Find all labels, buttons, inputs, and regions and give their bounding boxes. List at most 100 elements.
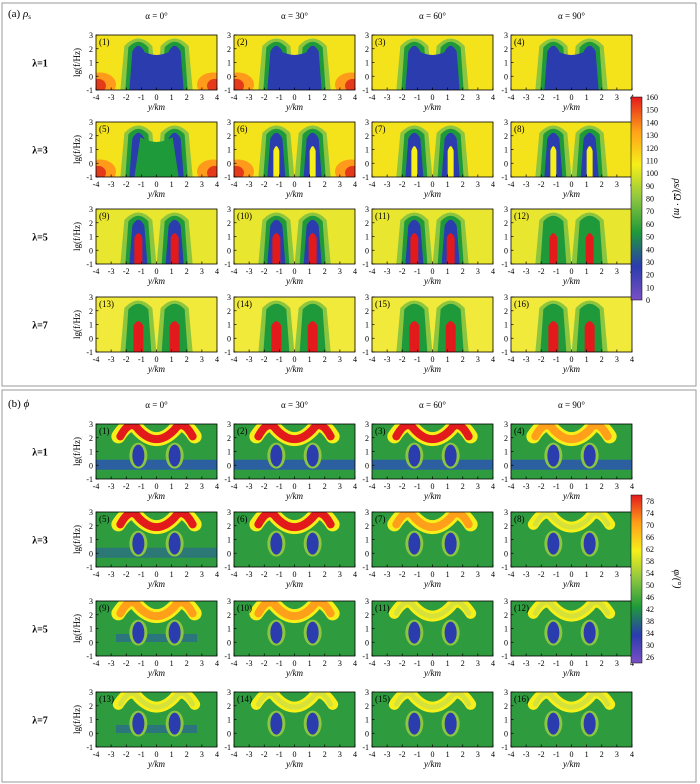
x-axis-label: y/km	[423, 189, 441, 199]
y-tick-label: 2	[89, 434, 93, 443]
x-tick-label: 2	[185, 93, 189, 102]
y-tick-label: 2	[89, 522, 93, 531]
y-axis-label: lg(f/Hz)	[72, 437, 82, 466]
x-tick-label: 1	[308, 355, 312, 364]
colorbar-tick-label: 120	[646, 144, 658, 153]
x-tick-label: 0	[431, 267, 435, 276]
y-tick-label: 2	[227, 611, 231, 620]
y-tick-label: 3	[89, 205, 93, 214]
x-tick-label: 2	[600, 659, 604, 668]
y-tick-label: 0	[89, 159, 93, 168]
x-tick-label: -4	[508, 659, 515, 668]
column-header: α = 0°	[145, 400, 168, 410]
phi-blob-1	[270, 444, 283, 467]
x-axis-label: y/km	[285, 668, 303, 678]
x-tick-label: 4	[353, 482, 357, 491]
y-tick-label: 1	[89, 716, 93, 725]
x-tick-label: 0	[293, 93, 297, 102]
x-tick-label: 4	[491, 355, 495, 364]
colorbar-tick-label: 90	[646, 182, 654, 191]
phi-background	[372, 601, 493, 656]
x-tick-label: -4	[231, 659, 238, 668]
y-tick-label: 1	[365, 716, 369, 725]
column-header: α = 0°	[145, 11, 168, 21]
phi-arch	[116, 424, 197, 444]
x-tick-label: -2	[261, 267, 268, 276]
colorbar-tick-label: 100	[646, 169, 658, 178]
y-tick-label: 2	[504, 434, 508, 443]
x-tick-label: 0	[570, 355, 574, 364]
x-tick-label: 3	[338, 355, 342, 364]
y-tick-label: 0	[504, 638, 508, 647]
x-tick-label: 2	[461, 750, 465, 759]
y-tick-label: 0	[504, 72, 508, 81]
x-tick-label: 1	[585, 355, 589, 364]
y-tick-label: 2	[504, 702, 508, 711]
x-tick-label: 2	[185, 355, 189, 364]
x-tick-label: -4	[369, 93, 376, 102]
y-tick-label: 1	[365, 59, 369, 68]
x-tick-label: 3	[615, 570, 619, 579]
y-axis-label: lg(f/Hz)	[72, 310, 82, 339]
x-tick-label: -2	[538, 570, 545, 579]
x-tick-label: 4	[353, 750, 357, 759]
y-tick-label: 1	[89, 59, 93, 68]
rho-basin	[272, 50, 317, 90]
column-header: α = 30°	[281, 11, 308, 21]
x-axis-label: y/km	[562, 579, 580, 589]
x-tick-label: -2	[123, 180, 130, 189]
rho-spike-2	[446, 233, 455, 264]
y-tick-label: 0	[89, 729, 93, 738]
y-tick-label: 0	[227, 246, 231, 255]
x-tick-label: 1	[446, 570, 450, 579]
x-tick-label: 2	[461, 482, 465, 491]
x-tick-label: -4	[508, 355, 515, 364]
phi-arch	[393, 692, 472, 710]
row-header: λ=7	[32, 716, 48, 727]
y-tick-label: 2	[227, 307, 231, 316]
colorbar-a	[630, 96, 643, 301]
x-tick-label: 4	[353, 570, 357, 579]
x-tick-label: -2	[123, 482, 130, 491]
x-tick-label: 1	[170, 570, 174, 579]
rho-spike-1	[550, 146, 557, 177]
x-tick-label: 1	[446, 355, 450, 364]
phi-blob-2	[583, 444, 596, 467]
x-tick-label: 1	[446, 482, 450, 491]
subplot-label: (16)	[514, 694, 529, 704]
phi-blob-2	[444, 444, 457, 467]
colorbar-tick-label: 78	[646, 497, 654, 506]
y-tick-label: 2	[365, 434, 369, 443]
x-tick-label: 0	[570, 570, 574, 579]
y-tick-label: 3	[227, 420, 231, 429]
y-tick-label: -1	[501, 652, 508, 661]
y-tick-label: 3	[504, 293, 508, 302]
y-tick-label: 1	[89, 321, 93, 330]
rho-spike-1	[411, 146, 418, 177]
colorbar-tick-label: 42	[646, 605, 654, 614]
x-axis-label: y/km	[285, 759, 303, 769]
y-tick-label: 3	[365, 293, 369, 302]
phi-arch	[254, 512, 335, 532]
x-tick-label: 3	[476, 355, 480, 364]
y-tick-label: 1	[227, 448, 231, 457]
y-tick-label: 3	[89, 293, 93, 302]
y-tick-label: 1	[504, 448, 508, 457]
row-header: λ=5	[32, 625, 48, 636]
y-tick-label: 3	[89, 597, 93, 606]
y-tick-label: -1	[362, 173, 369, 182]
x-tick-label: -3	[108, 180, 115, 189]
x-tick-label: 4	[215, 570, 219, 579]
rho-background	[511, 209, 632, 264]
x-tick-label: -1	[414, 355, 421, 364]
phi-blob-1	[547, 621, 560, 644]
x-tick-label: -4	[231, 570, 238, 579]
rho-spike-2	[447, 146, 454, 177]
x-tick-label: 4	[215, 659, 219, 668]
row-header: λ=3	[32, 146, 48, 157]
colorbar-tick-label: 50	[646, 581, 654, 590]
